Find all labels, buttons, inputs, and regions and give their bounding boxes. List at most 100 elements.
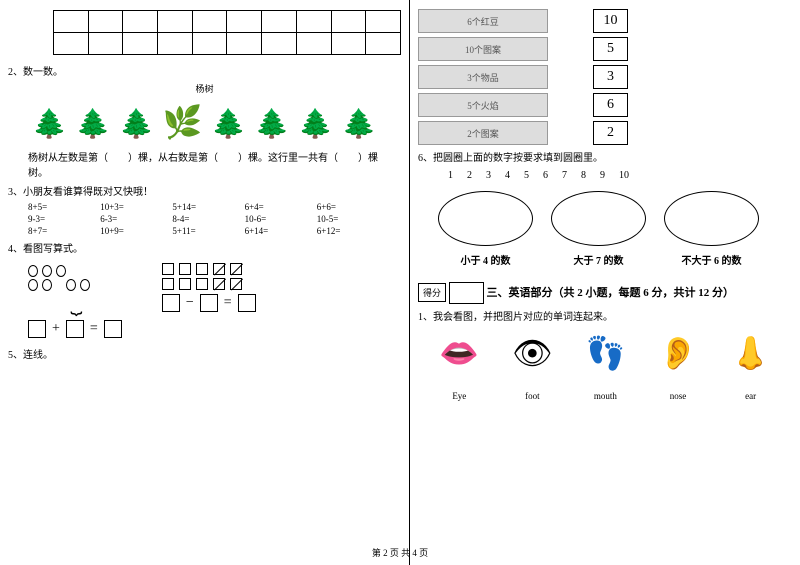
answer-box[interactable] — [104, 320, 122, 338]
q5-label: 5、连线。 — [8, 346, 401, 361]
answer-box[interactable] — [200, 294, 218, 312]
oval-icon[interactable] — [664, 191, 759, 246]
number: 10 — [619, 170, 629, 181]
circle-icon — [42, 265, 52, 277]
math-cell: 5+14= — [172, 202, 236, 212]
q2-label: 2、数一数。 — [8, 63, 401, 78]
number-box[interactable]: 6 — [593, 93, 628, 117]
ovals-row: 小于 4 的数 大于 7 的数 不大于 6 的数 — [438, 191, 772, 267]
page-footer: 第 2 页 共 4 页 — [0, 546, 800, 559]
math-cell: 6+12= — [317, 226, 381, 236]
body-label: ear — [731, 391, 771, 401]
math-cell: 10+3= — [100, 202, 164, 212]
math-grid: 8+5= 10+3= 5+14= 6+4= 6+6= 9-3= 6-3= 8-4… — [28, 202, 381, 236]
math-cell: 10-5= — [317, 214, 381, 224]
circle-icon — [28, 279, 38, 291]
number-box[interactable]: 2 — [593, 121, 628, 145]
brace-icon: ⏟ — [28, 293, 122, 316]
page-container: 2、数一数。 杨树 🌲 🌲 🌲 🌿 🌲 🌲 🌲 🌲 杨树从左数是第（ ）棵，从右… — [0, 0, 800, 565]
match-row: 2个图案 2 — [418, 121, 792, 145]
counting-grid — [53, 10, 401, 55]
body-label: mouth — [585, 391, 625, 401]
match-image: 3个物品 — [418, 65, 548, 89]
nose-icon: 👃 — [731, 333, 771, 373]
square-icon — [162, 263, 174, 275]
number: 7 — [562, 170, 567, 181]
number: 8 — [581, 170, 586, 181]
left-column: 2、数一数。 杨树 🌲 🌲 🌲 🌿 🌲 🌲 🌲 🌲 杨树从左数是第（ ）棵，从右… — [0, 0, 410, 565]
match-image: 2个图案 — [418, 121, 548, 145]
match-image: 6个红豆 — [418, 9, 548, 33]
number: 6 — [543, 170, 548, 181]
square-icon — [196, 278, 208, 290]
circle-icon — [80, 279, 90, 291]
tree-icon: 🌲 — [32, 107, 67, 141]
squares-group: −= — [162, 263, 256, 338]
tree-icon: 🌲 — [342, 107, 377, 141]
match-row: 6个红豆 10 — [418, 9, 792, 33]
tree-row: 🌲 🌲 🌲 🌿 🌲 🌲 🌲 🌲 — [28, 103, 381, 141]
mouth-icon: 👄 — [439, 333, 479, 373]
addition-equation: += — [28, 320, 122, 338]
score-box[interactable] — [449, 282, 484, 304]
math-cell: 8+7= — [28, 226, 92, 236]
body-part: 👂nose — [658, 333, 698, 401]
visual-math: ⏟ += −= — [28, 263, 381, 338]
answer-box[interactable] — [238, 294, 256, 312]
number: 5 — [524, 170, 529, 181]
math-cell: 10-6= — [245, 214, 309, 224]
tree-icon: 🌲 — [298, 107, 333, 141]
body-label: nose — [658, 391, 698, 401]
oval-group: 大于 7 的数 — [551, 191, 646, 267]
answer-box[interactable] — [66, 320, 84, 338]
match-image: 10个图案 — [418, 37, 548, 61]
match-row: 3个物品 3 — [418, 65, 792, 89]
number-box[interactable]: 5 — [593, 37, 628, 61]
math-cell: 10+9= — [100, 226, 164, 236]
oval-icon[interactable] — [438, 191, 533, 246]
circle-icon — [66, 279, 76, 291]
foot-icon: 👣 — [585, 333, 625, 373]
crossed-square-icon — [230, 263, 242, 275]
tree-question: 杨树从左数是第（ ）棵，从右数是第（ ）棵。这行里一共有（ ）棵树。 — [28, 149, 381, 179]
oval-label: 不大于 6 的数 — [664, 252, 759, 267]
body-part: 👄 Eye — [439, 333, 479, 401]
oval-group: 不大于 6 的数 — [664, 191, 759, 267]
math-cell: 8-4= — [172, 214, 236, 224]
answer-box[interactable] — [162, 294, 180, 312]
oval-icon[interactable] — [551, 191, 646, 246]
answer-box[interactable] — [28, 320, 46, 338]
square-icon — [179, 263, 191, 275]
tree-icon: 🌲 — [255, 107, 290, 141]
match-image: 5个火焰 — [418, 93, 548, 117]
subtraction-equation: −= — [162, 294, 256, 312]
tree-icon: 🌲 — [119, 107, 154, 141]
right-column: 6个红豆 10 10个图案 5 3个物品 3 5个火焰 6 2个图案 2 6、把圆圈上面的… — [410, 0, 800, 565]
number: 4 — [505, 170, 510, 181]
number-box[interactable]: 10 — [593, 9, 628, 33]
tree-icon: 🌲 — [211, 107, 246, 141]
q3-label: 3、小朋友看谁算得既对又快哦！ — [8, 183, 401, 198]
math-cell: 9-3= — [28, 214, 92, 224]
body-label: foot — [512, 391, 553, 401]
poplar-label: 杨树 — [8, 82, 401, 95]
oval-label: 小于 4 的数 — [438, 252, 533, 267]
oval-label: 大于 7 的数 — [551, 252, 646, 267]
crossed-square-icon — [230, 278, 242, 290]
number: 9 — [600, 170, 605, 181]
crossed-square-icon — [213, 278, 225, 290]
circle-icon — [56, 265, 66, 277]
body-part: 👃 ear — [731, 333, 771, 401]
number-box[interactable]: 3 — [593, 65, 628, 89]
body-parts-row: 👄 Eye 👁foot 👣 mouth 👂nose 👃 ear — [423, 333, 787, 401]
math-cell: 6+14= — [245, 226, 309, 236]
square-icon — [196, 263, 208, 275]
number: 2 — [467, 170, 472, 181]
q6-label: 6、把圆圈上面的数字按要求填到圆圈里。 — [418, 149, 792, 164]
body-part: 👣 mouth — [585, 333, 625, 401]
body-label: Eye — [439, 391, 479, 401]
square-icon — [162, 278, 174, 290]
tree-icon: 🌲 — [76, 107, 111, 141]
section3-title: 三、英语部分（共 2 小题，每题 6 分，共计 12 分） — [487, 287, 735, 299]
body-part: 👁foot — [512, 333, 553, 401]
